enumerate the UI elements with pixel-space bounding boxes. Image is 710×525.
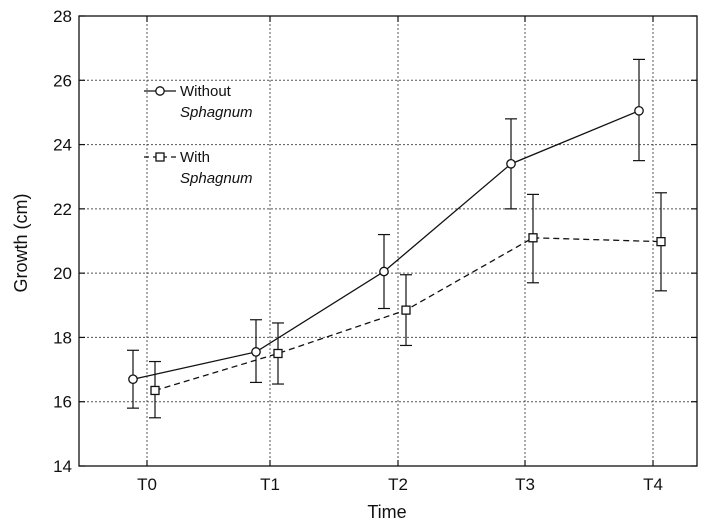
data-point-square <box>150 385 160 396</box>
legend-label-italic: Sphagnum <box>180 170 253 187</box>
y-tick-label: 16 <box>53 393 72 412</box>
x-axis-title: Time <box>367 502 406 522</box>
data-point-square <box>273 348 283 359</box>
data-point-square <box>656 236 666 247</box>
legend-marker-square <box>155 152 165 162</box>
y-tick-label: 20 <box>53 264 72 283</box>
x-axis: T0 T1 T2 T3 T4 <box>137 16 663 494</box>
data-point-square <box>401 305 411 315</box>
x-tick-label: T1 <box>260 475 280 494</box>
y-tick-label: 24 <box>53 136 72 155</box>
grid-lines <box>79 16 697 466</box>
data-point-circle <box>379 266 389 277</box>
y-tick-label: 14 <box>53 457 72 476</box>
data-point-square <box>528 233 538 243</box>
x-tick-label: T3 <box>515 475 535 494</box>
legend-label: Without <box>180 83 232 100</box>
data-point-circle <box>506 159 516 169</box>
x-tick-label: T2 <box>388 475 408 494</box>
legend-label: With <box>180 149 210 166</box>
legend: Without Sphagnum With Sphagnum <box>144 83 253 187</box>
y-axis: 14 16 18 20 22 24 26 28 <box>53 7 697 476</box>
plot-border <box>78 15 698 467</box>
y-tick-label: 18 <box>53 328 72 347</box>
legend-marker-circle <box>155 86 165 96</box>
y-tick-label: 22 <box>53 200 72 219</box>
x-tick-label: T0 <box>137 475 157 494</box>
y-axis-title: Growth (cm) <box>11 194 31 293</box>
data-point-circle <box>251 347 261 357</box>
y-tick-label: 26 <box>53 71 72 90</box>
plot-frame <box>78 15 698 467</box>
y-tick-label: 28 <box>53 7 72 26</box>
x-tick-label: T4 <box>643 475 663 494</box>
data-point-circle <box>128 374 138 385</box>
series-group <box>127 58 667 419</box>
data-point-circle <box>634 105 644 116</box>
legend-label-italic: Sphagnum <box>180 104 253 121</box>
